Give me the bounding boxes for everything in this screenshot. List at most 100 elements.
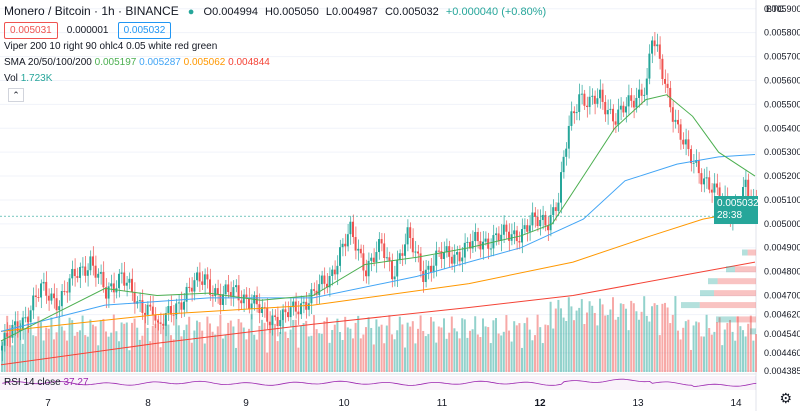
candle-body — [341, 243, 344, 248]
volume-bar — [263, 322, 266, 372]
profile-bar-up — [742, 249, 748, 256]
candle-body — [84, 266, 87, 276]
candle-body — [188, 286, 191, 288]
candle-body — [112, 283, 115, 293]
volume-bar — [354, 322, 357, 372]
volume-bar — [261, 319, 263, 372]
candle-body — [131, 278, 133, 293]
candle-body — [60, 291, 63, 307]
sma20-value: 0.005197 — [94, 57, 137, 68]
volume-bar — [547, 325, 549, 372]
rsi-legend[interactable]: RSI 14 close 37.27 — [4, 377, 89, 388]
gear-icon[interactable]: ⚙ — [779, 390, 792, 406]
candle-body — [146, 304, 149, 315]
candle-body — [692, 162, 695, 164]
candle-body — [575, 111, 578, 114]
candle-body — [495, 233, 497, 236]
candle-body — [235, 285, 237, 288]
candle-body — [419, 253, 422, 272]
candle-body — [47, 295, 50, 301]
candle-body — [557, 202, 560, 211]
volume-bar — [419, 315, 422, 372]
volume-bar — [625, 308, 627, 372]
volume-bar — [653, 303, 656, 372]
volume-bar — [167, 324, 170, 372]
candle-body — [526, 225, 529, 232]
indicator-sma[interactable]: SMA 20/50/100/200 0.005197 0.005287 0.00… — [4, 57, 270, 68]
volume-bar — [648, 321, 651, 372]
candle-body — [99, 271, 102, 274]
volume-bar — [640, 311, 643, 372]
volume-bar — [157, 319, 159, 372]
candle-body — [643, 94, 646, 96]
candle-body — [94, 265, 97, 278]
indicator-volume[interactable]: Vol 1.723K — [4, 73, 52, 84]
volume-bar — [375, 319, 378, 372]
candle-body — [474, 231, 477, 242]
volume-bar — [396, 330, 399, 372]
candle-body — [240, 300, 243, 304]
x-tick-label: 12 — [534, 398, 546, 409]
ohlc-open: O0.004994 — [203, 6, 258, 18]
candle-body — [349, 221, 352, 235]
candle-body — [206, 274, 209, 280]
candle-body — [539, 219, 542, 227]
x-tick-label: 11 — [437, 398, 448, 409]
candle-body — [687, 139, 690, 150]
volume-bar — [159, 347, 162, 372]
volume-bar — [14, 323, 16, 372]
volume-bar — [458, 338, 461, 372]
volume-bar — [313, 315, 315, 372]
x-tick-label: 13 — [632, 398, 644, 409]
volume-bar — [79, 330, 81, 372]
volume-bar — [580, 299, 583, 372]
buy-button[interactable]: 0.005032 — [117, 22, 172, 39]
volume-bar — [203, 343, 206, 372]
indicator-viper[interactable]: Viper 200 10 right 90 ohlc4 0.05 white r… — [4, 41, 218, 52]
volume-bar — [510, 341, 513, 372]
y-tick-label: 0.005200 — [764, 171, 800, 181]
volume-bar — [344, 316, 347, 372]
candle-body — [684, 139, 687, 145]
candle-body — [354, 237, 357, 251]
candle-body — [365, 270, 367, 277]
candle-body — [630, 95, 633, 101]
candle-body — [461, 257, 464, 262]
candle-body — [216, 288, 219, 295]
candle-body — [209, 279, 211, 295]
volume-bar — [474, 316, 477, 372]
candle-body — [167, 306, 170, 314]
volume-bar — [94, 326, 97, 372]
symbol-title[interactable]: Monero / Bitcoin · 1h · BINANCE — [4, 4, 179, 18]
sell-button[interactable]: 0.005031 — [4, 22, 58, 39]
volume-bar — [164, 319, 167, 372]
volume-bar — [456, 331, 458, 372]
candle-body — [417, 251, 419, 254]
volume-bar — [250, 314, 253, 372]
candle-body — [105, 287, 107, 299]
y-tick-label: 0.005300 — [764, 147, 800, 157]
candle-body — [45, 281, 48, 296]
volume-bar — [617, 316, 620, 372]
volume-bar — [328, 342, 331, 372]
candle-body — [229, 292, 232, 297]
candle-body — [674, 119, 677, 122]
bid-ask-row: 0.005031 0.000001 0.005032 — [4, 22, 177, 39]
volume-bar — [692, 325, 695, 372]
candle-body — [586, 105, 588, 108]
volume-bar — [557, 299, 560, 372]
candle-body — [638, 89, 640, 98]
candle-body — [219, 294, 222, 305]
candle-body — [565, 148, 568, 157]
candle-body — [227, 284, 230, 293]
candle-body — [562, 156, 565, 173]
volume-bar — [586, 312, 588, 372]
collapse-legend-button[interactable]: ⌃ — [8, 88, 24, 102]
volume-bar — [461, 318, 464, 372]
candle-body — [32, 295, 35, 311]
volume-bar — [196, 320, 198, 372]
volume-bar — [310, 335, 313, 372]
volume-bar — [427, 334, 430, 372]
volume-bar — [469, 330, 471, 372]
